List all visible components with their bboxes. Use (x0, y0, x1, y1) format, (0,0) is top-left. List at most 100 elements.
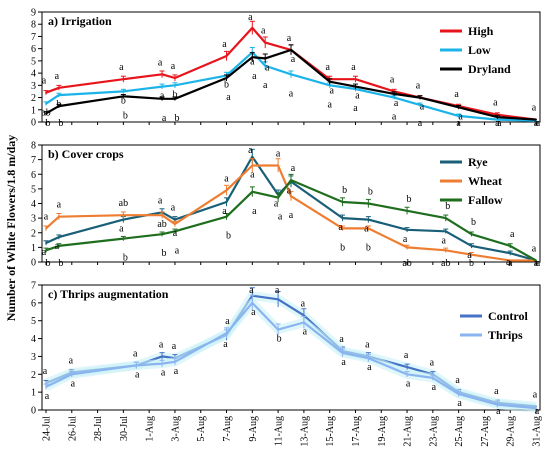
x-tick-label: 17-Aug (351, 416, 362, 447)
y-tick-label: 0 (31, 258, 36, 269)
x-tick-label: 30-Jul (119, 416, 130, 441)
y-tick-label: 1 (31, 105, 36, 116)
significance-letter: a (533, 389, 538, 400)
significance-letter: a (508, 258, 513, 269)
y-tick-label: 6 (31, 44, 36, 55)
x-tick-label: 27-Aug (480, 416, 491, 447)
significance-letter: b (46, 118, 51, 129)
significance-letter: a (442, 235, 447, 246)
data-point (45, 112, 47, 115)
significance-letter: a (57, 200, 62, 211)
data-point (45, 91, 47, 94)
series-glow-control (44, 291, 537, 411)
significance-letter: a (171, 61, 176, 72)
significance-letter: a (42, 76, 47, 87)
significance-letter: a (494, 386, 499, 397)
data-point (174, 360, 176, 363)
significance-letter: a (133, 348, 138, 359)
significance-letter: b (58, 118, 63, 129)
significance-letter: a (367, 362, 372, 373)
significance-letter: a (364, 224, 369, 235)
significance-letter: b (342, 185, 347, 196)
significance-letter: b (469, 258, 474, 269)
significance-letter: a (158, 195, 163, 206)
x-tick-label: 9-Aug (248, 416, 259, 442)
significance-letter: ab (402, 258, 411, 269)
significance-letter: a (432, 382, 437, 393)
significance-letter: a (339, 334, 344, 345)
data-point (302, 314, 305, 317)
data-point (277, 298, 280, 301)
significance-letter: a (71, 378, 76, 389)
significance-letter: a (174, 366, 179, 377)
significance-letter: a (536, 258, 541, 269)
data-point (277, 328, 280, 331)
y-tick-label: 3 (31, 81, 36, 92)
data-point (535, 259, 537, 262)
significance-letter: a (69, 356, 74, 367)
plot-frame (41, 11, 541, 123)
panel-thrips-augmentation: 0 1 2 3 4 5 6 7 24-Jul 26-Jul 28-Jul 30-Jul 1-Aug 3-A… (31, 281, 543, 447)
significance-letter: a (55, 241, 60, 252)
significance-letter: a (252, 71, 257, 82)
significance-letter: a (42, 247, 47, 258)
data-point (57, 94, 60, 97)
y-tick-label: 8 (31, 141, 36, 152)
significance-letter: a (224, 173, 229, 184)
data-point (57, 236, 60, 239)
data-point (264, 64, 267, 67)
legend-label: Low (468, 43, 491, 57)
data-point (225, 215, 228, 218)
significance-letter: a (329, 86, 334, 97)
data-point (45, 102, 47, 105)
x-tick-label: 28-Jul (93, 416, 104, 441)
data-point (341, 201, 344, 203)
significance-letter: a (325, 62, 330, 73)
significance-letter: a (159, 339, 164, 350)
data-point (225, 55, 228, 57)
legend-label: High (468, 24, 494, 38)
significance-letter: ab (119, 198, 128, 209)
y-tick-label: 4 (31, 69, 36, 80)
data-point (406, 366, 408, 369)
significance-letter: a (404, 350, 409, 361)
data-point (419, 103, 421, 106)
y-tick-label: 2 (31, 93, 36, 104)
data-point (122, 95, 125, 98)
series-glow-thrips (44, 298, 537, 413)
legend-label: Thrips (488, 328, 523, 342)
x-tick-label: 1-Aug (145, 416, 156, 442)
data-point (161, 73, 163, 76)
significance-letter: a (43, 366, 48, 377)
y-tick-label: 0 (31, 118, 36, 129)
significance-letter: a (510, 229, 515, 240)
significance-letter: a (251, 307, 256, 318)
significance-letter: a (135, 369, 140, 380)
significance-letter: b (172, 89, 177, 100)
data-point (122, 78, 125, 81)
significance-letter: a (55, 71, 60, 82)
data-point (277, 196, 280, 199)
significance-letter: a (365, 339, 370, 350)
significance-letter: a (173, 228, 178, 239)
data-point (225, 189, 228, 192)
significance-letter: a (301, 298, 306, 309)
data-point (419, 96, 421, 99)
data-point (57, 245, 60, 247)
panel-title: a) Irrigation (48, 14, 112, 28)
significance-letter: a (420, 102, 425, 113)
significance-letter: b (226, 231, 231, 242)
significance-letter: a (226, 92, 231, 103)
data-point (354, 78, 357, 81)
data-point (122, 237, 125, 240)
data-point (290, 179, 292, 182)
significance-letter: a (496, 406, 501, 417)
x-tick-label: 13-Aug (299, 416, 310, 447)
y-axis-label: Number of White Flowers/1.8 m/day (4, 135, 18, 322)
x-tick-label: 23-Aug (428, 416, 439, 447)
data-point (509, 245, 512, 247)
significance-letter: a (497, 118, 502, 129)
data-point (70, 373, 73, 376)
